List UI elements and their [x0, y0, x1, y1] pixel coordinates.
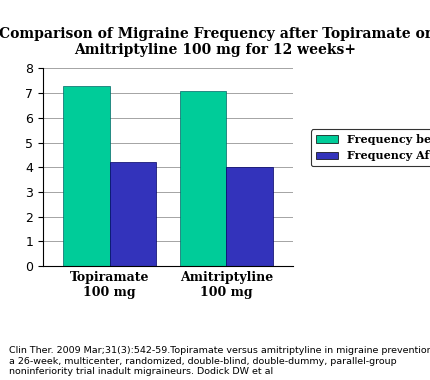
Bar	[63, 86, 110, 266]
Text: Comparison of Migraine Frequency after Topiramate or
Amitriptyline 100 mg for 12: Comparison of Migraine Frequency after T…	[0, 27, 430, 57]
Bar	[179, 91, 226, 266]
Bar	[110, 162, 156, 266]
Bar	[226, 167, 273, 266]
Text: Clin Ther. 2009 Mar;31(3):542-59.Topiramate versus amitriptyline in migraine pre: Clin Ther. 2009 Mar;31(3):542-59.Topiram…	[9, 347, 430, 376]
Legend: Frequency before, Frequency After: Frequency before, Frequency After	[310, 129, 430, 166]
